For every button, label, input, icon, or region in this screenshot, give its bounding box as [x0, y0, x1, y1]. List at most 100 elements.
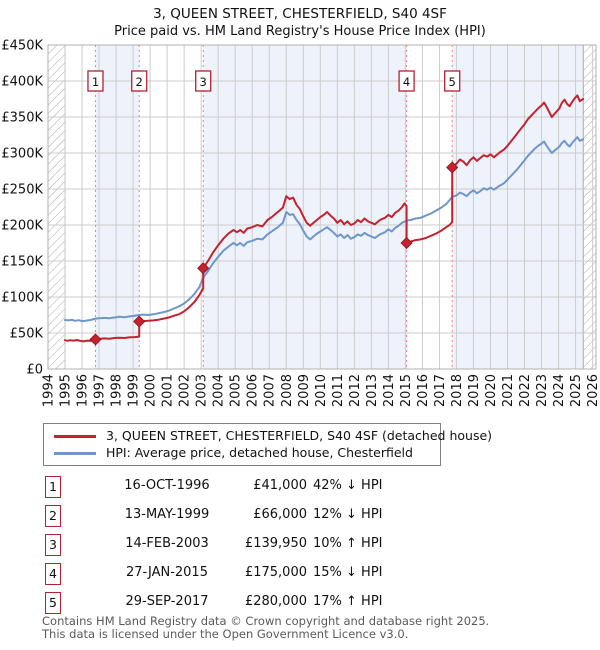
- sale-marker-box: [87, 70, 104, 92]
- legend-item-price-paid: 3, QUEEN STREET, CHESTERFIELD, S40 4SF (…: [44, 428, 492, 444]
- svg-text:2002: 2002: [178, 374, 193, 407]
- sale-marker-box: [444, 70, 461, 92]
- sale-row-2: 2 13-MAY-1999 £66,000 12% ↓ HPI: [42, 505, 562, 529]
- sale-vs-hpi: 10% ↑ HPI: [313, 536, 383, 551]
- sale-number-markers: 1 2 3 4 5: [87, 70, 461, 92]
- svg-text:1998: 1998: [110, 374, 125, 407]
- svg-text:£50K: £50K: [10, 327, 44, 342]
- svg-text:2000: 2000: [144, 374, 159, 407]
- sale-vs-hpi: 12% ↓ HPI: [313, 507, 383, 522]
- chart-legend: 3, QUEEN STREET, CHESTERFIELD, S40 4SF (…: [43, 423, 492, 466]
- sale-price: £280,000: [244, 594, 307, 609]
- svg-text:1995: 1995: [59, 374, 74, 407]
- svg-text:2012: 2012: [348, 374, 363, 407]
- x-axis-labels: 1994 1995 1996 1997 1998 1999 2000 2001 2002 2003…: [42, 374, 600, 407]
- sale-date: 13-MAY-1999: [124, 507, 210, 522]
- sale-date: 27-JAN-2015: [126, 565, 208, 580]
- sale-marker-number: 1: [92, 75, 99, 89]
- svg-text:2013: 2013: [365, 374, 380, 407]
- svg-text:2001: 2001: [161, 374, 176, 407]
- hpi-line: [64, 136, 585, 323]
- footer-line-2: This data is licensed under the Open Gov…: [42, 626, 409, 641]
- sale-price: £66,000: [253, 507, 307, 522]
- price-paid-line: [64, 94, 585, 343]
- svg-text:1994: 1994: [42, 374, 57, 407]
- svg-text:2025: 2025: [569, 374, 584, 407]
- sale-marker-box: [195, 70, 212, 92]
- svg-text:2005: 2005: [229, 374, 244, 407]
- svg-text:1996: 1996: [76, 374, 91, 407]
- svg-text:2026: 2026: [586, 374, 600, 407]
- svg-text:2011: 2011: [331, 374, 346, 407]
- svg-text:£450K: £450K: [1, 39, 43, 54]
- svg-text:2004: 2004: [212, 374, 227, 407]
- sale-price: £41,000: [253, 478, 307, 493]
- svg-text:1997: 1997: [93, 374, 108, 407]
- sale-vs-hpi: 17% ↑ HPI: [313, 594, 383, 609]
- sale-point: [197, 262, 210, 275]
- sale-point: [400, 236, 413, 250]
- svg-text:£100K: £100K: [1, 291, 43, 306]
- sale-period-bands: [95, 45, 596, 369]
- svg-text:£350K: £350K: [1, 111, 43, 126]
- sale-point: [133, 315, 146, 328]
- sale-date: 14-FEB-2003: [125, 536, 209, 551]
- sale-number-badge: 3: [45, 534, 61, 556]
- sale-marker-box: [131, 70, 148, 92]
- y-axis-labels: £0 £50K £100K £150K £200K £250K £300K £350K £400…: [1, 39, 43, 378]
- sale-point: [446, 161, 459, 174]
- svg-text:2017: 2017: [433, 374, 448, 407]
- license-footer: Contains HM Land Registry data © Crown c…: [42, 615, 598, 640]
- sale-row-5: 5 29-SEP-2017 £280,000 17% ↑ HPI: [42, 592, 562, 616]
- sale-price: £139,950: [244, 536, 307, 551]
- svg-text:2016: 2016: [416, 374, 431, 407]
- sale-vs-hpi: 42% ↓ HPI: [313, 478, 383, 493]
- svg-text:2024: 2024: [552, 374, 567, 407]
- price-chart: 1 2 3 4 5 £0 £50K £100K £150K £200K £250K £300K £350…: [1, 39, 600, 408]
- grid-lines: [47, 44, 597, 370]
- svg-text:£0: £0: [26, 363, 43, 378]
- svg-text:2006: 2006: [246, 374, 261, 407]
- svg-text:£300K: £300K: [1, 147, 43, 162]
- sale-row-4: 4 27-JAN-2015 £175,000 15% ↓ HPI: [42, 563, 562, 587]
- svg-text:2008: 2008: [280, 374, 295, 407]
- sale-points: [89, 161, 459, 346]
- sale-marker-number: 4: [403, 75, 410, 89]
- svg-text:2014: 2014: [382, 374, 397, 407]
- svg-text:£250K: £250K: [1, 183, 43, 198]
- svg-text:2022: 2022: [518, 374, 533, 407]
- page-title: 3, QUEEN STREET, CHESTERFIELD, S40 4SF: [153, 6, 447, 22]
- svg-text:£400K: £400K: [1, 75, 43, 90]
- sale-number-badge: 4: [45, 563, 61, 585]
- sale-number-badge: 2: [45, 505, 61, 527]
- sale-number-badge: 1: [45, 476, 61, 498]
- price-line-swatch: [54, 435, 96, 438]
- footer-line-1: Contains HM Land Registry data © Crown c…: [42, 614, 490, 628]
- svg-text:2009: 2009: [297, 374, 312, 407]
- sale-row-1: 1 16-OCT-1996 £41,000 42% ↓ HPI: [42, 476, 562, 500]
- sale-marker-box: [398, 70, 415, 92]
- sale-marker-number: 3: [200, 75, 207, 89]
- sale-date: 16-OCT-1996: [124, 478, 210, 493]
- svg-text:1999: 1999: [127, 374, 142, 407]
- sale-marker-number: 2: [136, 75, 143, 89]
- sale-date: 29-SEP-2017: [125, 594, 209, 609]
- legend-item-hpi: HPI: Average price, detached house, Ches…: [44, 445, 440, 461]
- svg-text:2007: 2007: [263, 374, 278, 407]
- svg-text:2003: 2003: [195, 374, 210, 407]
- sale-price: £175,000: [244, 565, 307, 580]
- svg-text:2015: 2015: [399, 374, 414, 407]
- sale-number-badge: 5: [45, 592, 61, 614]
- svg-text:2021: 2021: [501, 374, 516, 407]
- svg-text:2010: 2010: [314, 374, 329, 407]
- page-subtitle: Price paid vs. HM Land Registry's House …: [114, 24, 486, 39]
- svg-text:2018: 2018: [450, 374, 465, 407]
- svg-text:£150K: £150K: [1, 255, 43, 270]
- svg-text:£200K: £200K: [1, 219, 43, 234]
- svg-text:2023: 2023: [535, 374, 550, 407]
- svg-text:2019: 2019: [467, 374, 482, 407]
- sale-row-3: 3 14-FEB-2003 £139,950 10% ↑ HPI: [42, 534, 562, 558]
- hpi-line-swatch: [54, 452, 96, 455]
- sale-vs-hpi: 15% ↓ HPI: [313, 565, 383, 580]
